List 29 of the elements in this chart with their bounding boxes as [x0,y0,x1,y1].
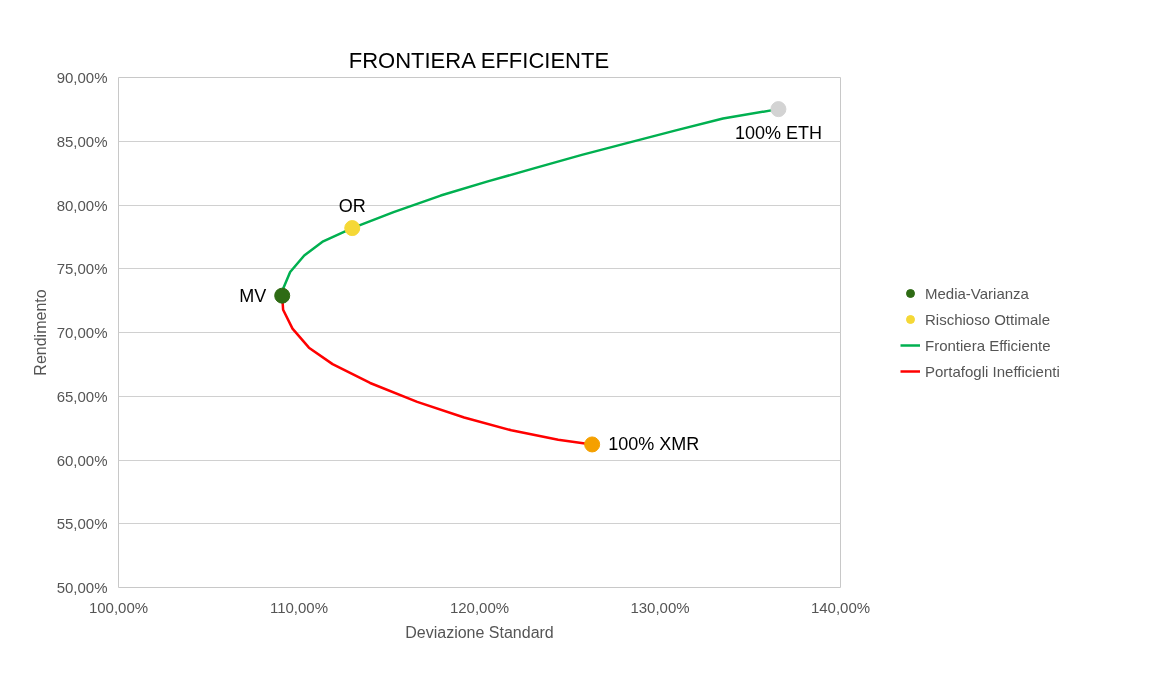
legend-label: Portafogli Inefficienti [925,362,1060,380]
y-tick-label: 85,00% [56,132,108,150]
y-tick-label: 60,00% [56,451,108,469]
annotation: OR [338,196,366,217]
point [344,220,361,237]
y-tick-label: 65,00% [56,387,108,405]
chart-title: FRONTIERA EFFICIENTE [348,47,610,73]
x-axis-title: Deviazione Standard [405,623,554,641]
x-tick-label: 130,00% [630,598,690,616]
y-tick-label: 75,00% [56,260,108,278]
x-tick-label: 100,00% [88,598,149,616]
legend-label: Frontiera Efficiente [925,336,1051,354]
legend-label: Rischioso Ottimale [925,310,1051,328]
x-tick-label: 110,00% [269,598,329,616]
legend-label: Media-Varianza [925,284,1029,302]
x-tick-label: 140,00% [810,598,871,616]
y-axis-title: Rendimento [31,289,49,376]
point [770,101,787,118]
y-tick-label: 55,00% [56,515,108,533]
y-tick-label: 80,00% [56,196,108,214]
y-tick-label: 90,00% [56,69,108,86]
annotation: 100% ETH [734,123,822,144]
annotation: MV [239,285,267,306]
y-tick-label: 70,00% [56,324,108,341]
x-tick-label: 120,00% [449,598,510,616]
point [584,436,601,453]
annotation: 100% XMR [608,434,700,455]
point [274,287,291,304]
y-tick-label: 50,00% [56,579,108,596]
